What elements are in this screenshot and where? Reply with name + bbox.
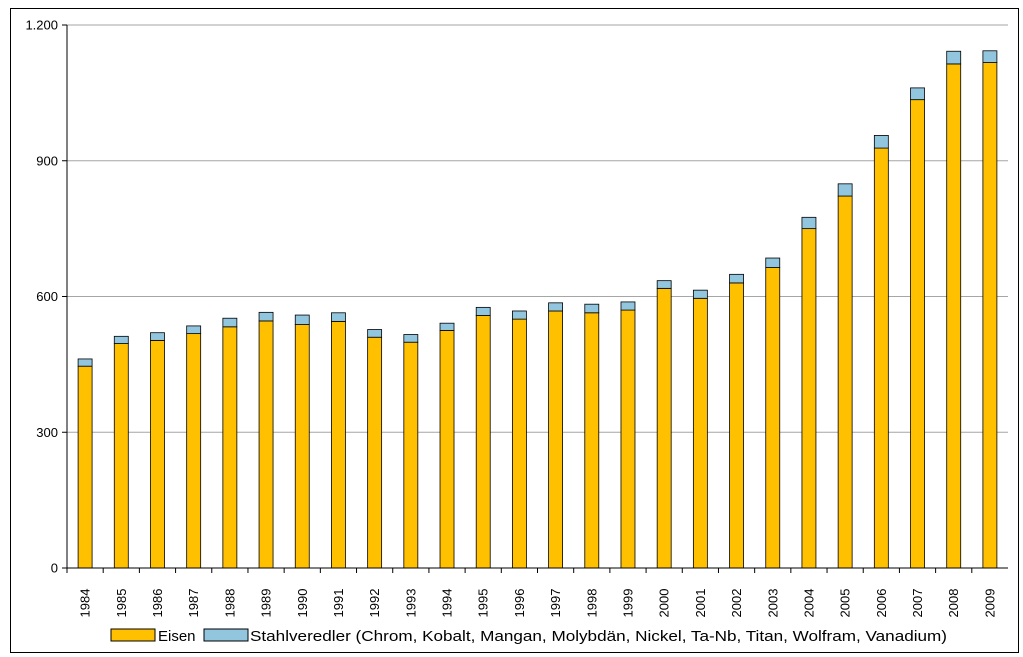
x-tick-label: 1985 — [114, 589, 129, 618]
x-tick-label: 2007 — [910, 589, 925, 618]
bar-eisen-1989 — [258, 320, 274, 569]
legend-label-stahlveredler: Stahlveredler (Chrom, Kobalt, Mangan, Mo… — [250, 628, 947, 645]
gridlines — [67, 24, 1008, 433]
x-tick-label: 1986 — [150, 589, 165, 618]
x-tick-label: 2003 — [765, 589, 780, 618]
x-tick-label: 1989 — [259, 589, 274, 618]
bar-stahlveredler-2005 — [837, 183, 853, 197]
bar-stahlveredler-2009 — [982, 50, 998, 63]
bar-eisen-1987 — [186, 333, 202, 569]
x-tick-label: 1984 — [78, 589, 93, 618]
x-tick-label: 1994 — [440, 589, 455, 618]
bar-eisen-1984 — [77, 365, 93, 569]
bar-eisen-1994 — [439, 330, 455, 569]
bar-eisen-1995 — [475, 315, 491, 569]
y-tick-label: 600 — [36, 289, 58, 304]
bar-eisen-1992 — [367, 336, 383, 569]
x-tick-label: 2001 — [693, 589, 708, 618]
bar-eisen-2009 — [982, 62, 998, 569]
bar-eisen-1999 — [620, 309, 636, 569]
legend: Eisen Stahlveredler (Chrom, Kobalt, Mang… — [110, 628, 947, 645]
x-axis-tick-labels: 1984 1985 1986 1987 1988 1989 1990 1991 1992 1993… — [78, 589, 998, 618]
y-tick-label: 300 — [36, 425, 58, 440]
bar-eisen-1997 — [548, 310, 563, 569]
bar-stahlveredler-1988 — [222, 317, 238, 328]
bar-stahlveredler-1994 — [439, 322, 455, 331]
x-tick-label: 2002 — [729, 589, 744, 618]
bar-stahlveredler-1992 — [367, 329, 383, 338]
x-tick-label: 2009 — [982, 589, 997, 618]
bar-stahlveredler-1987 — [186, 325, 202, 335]
x-tick-label: 1990 — [295, 589, 310, 618]
bar-eisen-1986 — [150, 339, 165, 569]
bar-eisen-1988 — [222, 326, 238, 569]
bar-stahlveredler-1995 — [475, 306, 491, 316]
bar-stahlveredler-1999 — [620, 301, 636, 311]
y-tick-label: 900 — [36, 153, 58, 168]
bar-stahlveredler-2007 — [910, 87, 925, 101]
legend-swatch-stahlveredler — [203, 628, 249, 642]
bar-stahlveredler-1993 — [403, 334, 419, 343]
x-tick-label: 1997 — [548, 589, 563, 618]
bar-stahlveredler-1997 — [548, 302, 563, 312]
x-tick-label: 1999 — [620, 589, 635, 618]
bar-stahlveredler-1984 — [77, 358, 93, 367]
x-tick-label: 1991 — [331, 589, 346, 618]
bar-eisen-1998 — [584, 312, 600, 569]
y-tick-label: 0 — [51, 561, 58, 576]
y-axis-tick-labels: 0 300 600 900 1.200 — [25, 18, 58, 576]
bar-eisen-2005 — [837, 195, 853, 569]
y-tick-label: 1.200 — [25, 18, 58, 33]
x-tick-label: 2004 — [801, 589, 816, 618]
x-tick-label: 2000 — [657, 589, 672, 618]
bar-stahlveredler-2000 — [656, 280, 672, 289]
bar-stahlveredler-1990 — [294, 314, 310, 325]
bar-eisen-2003 — [765, 267, 781, 569]
bar-eisen-1991 — [331, 320, 346, 569]
bar-stahlveredler-2006 — [873, 135, 889, 149]
bar-eisen-2007 — [910, 99, 925, 569]
x-tick-label: 1996 — [512, 589, 527, 618]
x-tick-label: 1987 — [186, 589, 201, 618]
x-tick-label: 1988 — [222, 589, 237, 618]
legend-label-eisen: Eisen — [158, 628, 196, 645]
bar-stahlveredler-2003 — [765, 257, 781, 268]
bar-eisen-2006 — [873, 147, 889, 569]
bar-stahlveredler-1996 — [512, 310, 527, 320]
bar-stahlveredler-1986 — [150, 332, 165, 341]
bar-eisen-2004 — [801, 228, 817, 569]
x-tick-label: 2006 — [874, 589, 889, 618]
legend-swatch-eisen — [110, 628, 156, 642]
x-tick-label: 1998 — [584, 589, 599, 618]
bar-eisen-1985 — [113, 343, 129, 569]
bar-stahlveredler-1985 — [113, 335, 129, 344]
x-tick-label: 1995 — [476, 589, 491, 618]
x-tick-label: 2008 — [946, 589, 961, 618]
bar-stahlveredler-1989 — [258, 311, 274, 322]
axes — [62, 24, 1008, 573]
bar-stahlveredler-1991 — [331, 312, 346, 322]
bars — [77, 50, 998, 569]
bar-eisen-2001 — [692, 297, 708, 569]
bar-stahlveredler-2004 — [801, 216, 817, 230]
bar-stahlveredler-2001 — [692, 289, 708, 299]
bar-eisen-2008 — [946, 63, 962, 569]
bar-eisen-2000 — [656, 287, 672, 569]
x-tick-label: 1992 — [367, 589, 382, 618]
x-tick-label: 2005 — [838, 589, 853, 618]
bar-eisen-1990 — [294, 324, 310, 569]
bar-stahlveredler-2002 — [729, 273, 744, 284]
bar-stahlveredler-2008 — [946, 50, 962, 65]
bar-eisen-1993 — [403, 341, 419, 569]
bar-eisen-1996 — [512, 318, 527, 569]
bar-stahlveredler-1998 — [584, 303, 600, 314]
bar-eisen-2002 — [729, 282, 744, 569]
x-tick-label: 1993 — [403, 589, 418, 618]
